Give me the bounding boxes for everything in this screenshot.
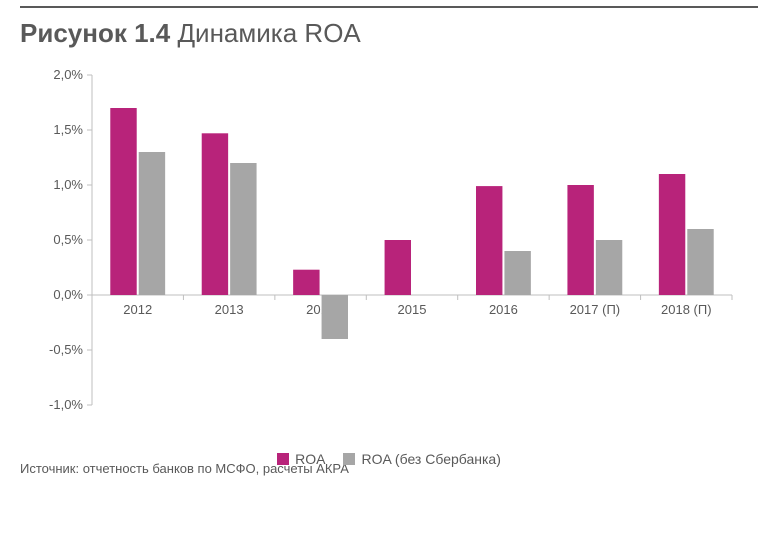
bar — [230, 163, 256, 295]
legend-label: ROA — [295, 451, 325, 467]
chart-legend: ROA ROA (без Сбербанка) — [20, 451, 758, 467]
bar — [293, 270, 319, 295]
x-tick-label: 2017 (П) — [570, 302, 621, 317]
bar — [687, 229, 713, 295]
x-tick-label: 2012 — [123, 302, 152, 317]
x-tick-label: 2015 — [398, 302, 427, 317]
bar — [476, 186, 502, 295]
bar — [385, 240, 411, 295]
y-tick-label: 1,0% — [53, 177, 83, 192]
bar — [322, 295, 348, 339]
y-tick-label: -1,0% — [49, 397, 83, 412]
top-rule — [20, 6, 758, 8]
bar — [567, 185, 593, 295]
figure-name: Динамика ROA — [170, 18, 361, 48]
chart-svg: -1,0% -0,5% 0,0% 0,5% 1,0% 1,5% 2,0% 2012 2013 20… — [20, 67, 758, 447]
bar — [202, 133, 228, 295]
x-tick-label: 2018 (П) — [661, 302, 712, 317]
figure-number: Рисунок 1.4 — [20, 18, 170, 48]
y-tick-label: -0,5% — [49, 342, 83, 357]
x-tick-label: 2016 — [489, 302, 518, 317]
bar — [139, 152, 165, 295]
figure-title: Рисунок 1.4 Динамика ROA — [20, 18, 758, 49]
legend-swatch — [343, 453, 355, 465]
bar — [596, 240, 622, 295]
legend-swatch — [277, 453, 289, 465]
bar — [659, 174, 685, 295]
y-tick-label: 2,0% — [53, 67, 83, 82]
y-tick-label: 1,5% — [53, 122, 83, 137]
legend-item: ROA — [277, 451, 325, 467]
roa-chart: -1,0% -0,5% 0,0% 0,5% 1,0% 1,5% 2,0% 2012 2013 20… — [20, 67, 758, 447]
y-tick-label: 0,5% — [53, 232, 83, 247]
legend-item: ROA (без Сбербанка) — [343, 451, 500, 467]
y-tick-label: 0,0% — [53, 287, 83, 302]
x-tick-label: 2013 — [215, 302, 244, 317]
legend-label: ROA (без Сбербанка) — [361, 451, 500, 467]
bar — [504, 251, 530, 295]
bar — [110, 108, 136, 295]
